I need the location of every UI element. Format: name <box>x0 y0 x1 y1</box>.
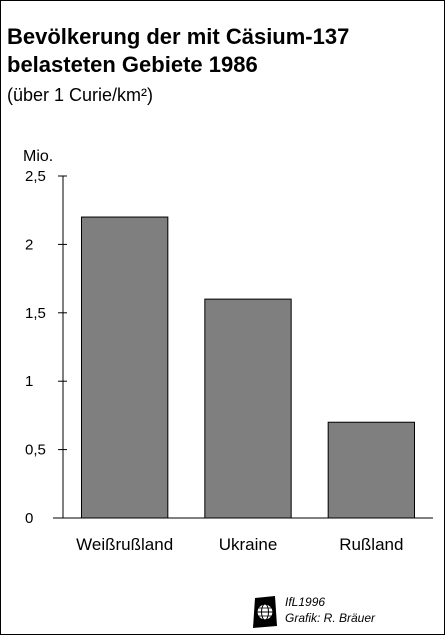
chart-title: Bevölkerung der mit Cäsium-137 belastete… <box>7 24 350 77</box>
bar <box>327 421 415 519</box>
bar <box>81 216 169 519</box>
credit-line-2: Grafik: R. Bräuer <box>285 611 376 625</box>
bar <box>204 298 292 519</box>
credit-block: IfL1996 Grafik: R. Bräuer <box>285 594 375 626</box>
y-tick-label: 0 <box>25 510 33 527</box>
ifl-globe-logo-icon <box>251 595 279 629</box>
x-tick-label: Rußland <box>339 535 403 554</box>
x-tick-label: Weißrußland <box>76 535 173 554</box>
y-tick-label: 2,5 <box>25 168 46 185</box>
chart-subtitle: (über 1 Curie/km²) <box>7 85 154 105</box>
y-tick-label: 1 <box>25 373 33 390</box>
credit-line-1: IfL1996 <box>285 595 326 609</box>
x-tick-label: Ukraine <box>219 535 278 554</box>
y-axis-unit-label: Mio. <box>23 148 54 165</box>
y-tick-label: 1,5 <box>25 305 46 322</box>
y-tick-label: 0,5 <box>25 442 46 459</box>
y-tick-label: 2 <box>25 236 33 253</box>
